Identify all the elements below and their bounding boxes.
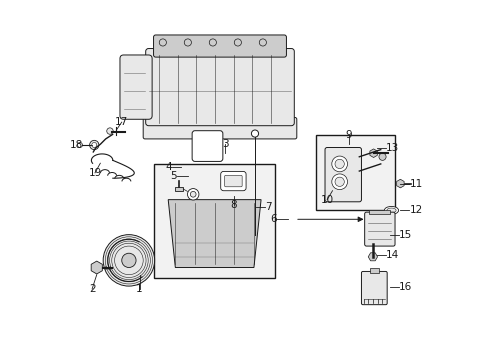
FancyBboxPatch shape [192, 131, 223, 161]
FancyBboxPatch shape [365, 212, 395, 246]
Circle shape [332, 156, 347, 172]
Text: 5: 5 [171, 171, 177, 181]
FancyBboxPatch shape [146, 49, 294, 126]
FancyBboxPatch shape [143, 117, 297, 139]
Circle shape [159, 39, 167, 46]
Ellipse shape [384, 206, 398, 214]
Text: 9: 9 [345, 130, 352, 140]
Text: 4: 4 [165, 162, 172, 172]
Circle shape [188, 189, 199, 200]
FancyBboxPatch shape [325, 148, 362, 202]
Bar [369, 210, 391, 214]
Text: 16: 16 [398, 282, 412, 292]
FancyBboxPatch shape [153, 35, 287, 57]
FancyBboxPatch shape [224, 175, 242, 187]
Circle shape [77, 143, 82, 148]
Text: 17: 17 [115, 117, 128, 127]
Circle shape [90, 140, 99, 150]
Polygon shape [397, 179, 404, 188]
Text: 13: 13 [386, 143, 399, 153]
Polygon shape [368, 253, 377, 261]
Text: 12: 12 [409, 205, 422, 215]
Text: 8: 8 [230, 200, 237, 210]
FancyBboxPatch shape [220, 171, 246, 191]
Text: 15: 15 [398, 230, 412, 240]
Circle shape [122, 253, 136, 267]
Circle shape [234, 39, 242, 46]
Circle shape [209, 39, 217, 46]
Text: 3: 3 [222, 139, 229, 149]
Circle shape [92, 143, 97, 148]
Text: 11: 11 [409, 179, 422, 189]
Circle shape [103, 235, 155, 286]
Bar [154, 164, 275, 278]
Bar [174, 187, 183, 191]
Text: 18: 18 [70, 140, 83, 150]
Text: 10: 10 [320, 195, 334, 204]
Text: 19: 19 [88, 168, 101, 178]
Circle shape [251, 130, 259, 137]
Polygon shape [168, 200, 261, 267]
Circle shape [379, 153, 386, 160]
Circle shape [335, 159, 344, 168]
Circle shape [332, 174, 347, 190]
Text: 7: 7 [265, 202, 271, 212]
Circle shape [107, 128, 113, 134]
Bar [370, 268, 379, 273]
Text: 1: 1 [136, 284, 143, 294]
Text: 6: 6 [270, 214, 277, 224]
Bar [317, 135, 395, 210]
Circle shape [190, 192, 196, 197]
Circle shape [335, 177, 344, 186]
Circle shape [259, 39, 267, 46]
FancyBboxPatch shape [362, 271, 387, 305]
Polygon shape [91, 261, 102, 274]
FancyBboxPatch shape [120, 55, 152, 119]
Ellipse shape [387, 208, 396, 213]
Text: 14: 14 [386, 250, 399, 260]
Polygon shape [370, 149, 377, 157]
Circle shape [184, 39, 192, 46]
Text: 2: 2 [89, 284, 96, 294]
